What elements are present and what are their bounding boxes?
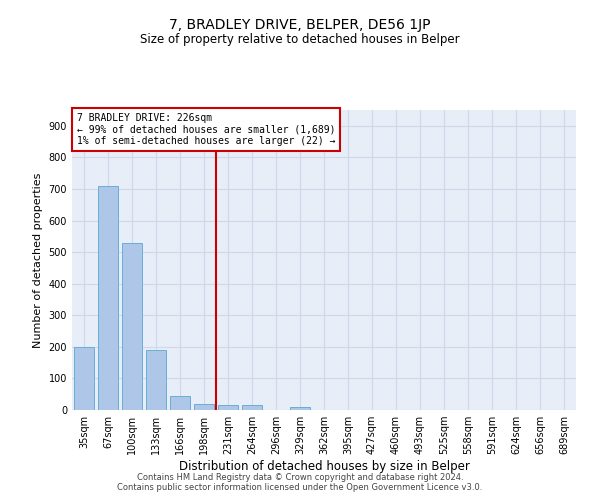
Bar	[122, 242, 142, 410]
Bar	[146, 350, 166, 410]
Bar	[170, 396, 190, 410]
X-axis label: Distribution of detached houses by size in Belper: Distribution of detached houses by size …	[179, 460, 469, 473]
Bar	[74, 347, 94, 410]
Text: Contains public sector information licensed under the Open Government Licence v3: Contains public sector information licen…	[118, 484, 482, 492]
Text: 7, BRADLEY DRIVE, BELPER, DE56 1JP: 7, BRADLEY DRIVE, BELPER, DE56 1JP	[169, 18, 431, 32]
Y-axis label: Number of detached properties: Number of detached properties	[33, 172, 43, 348]
Bar	[242, 406, 262, 410]
Text: 7 BRADLEY DRIVE: 226sqm
← 99% of detached houses are smaller (1,689)
1% of semi-: 7 BRADLEY DRIVE: 226sqm ← 99% of detache…	[77, 113, 335, 146]
Bar	[98, 186, 118, 410]
Bar	[194, 404, 214, 410]
Text: Size of property relative to detached houses in Belper: Size of property relative to detached ho…	[140, 32, 460, 46]
Bar	[290, 407, 310, 410]
Text: Contains HM Land Registry data © Crown copyright and database right 2024.: Contains HM Land Registry data © Crown c…	[137, 474, 463, 482]
Bar	[218, 406, 238, 410]
